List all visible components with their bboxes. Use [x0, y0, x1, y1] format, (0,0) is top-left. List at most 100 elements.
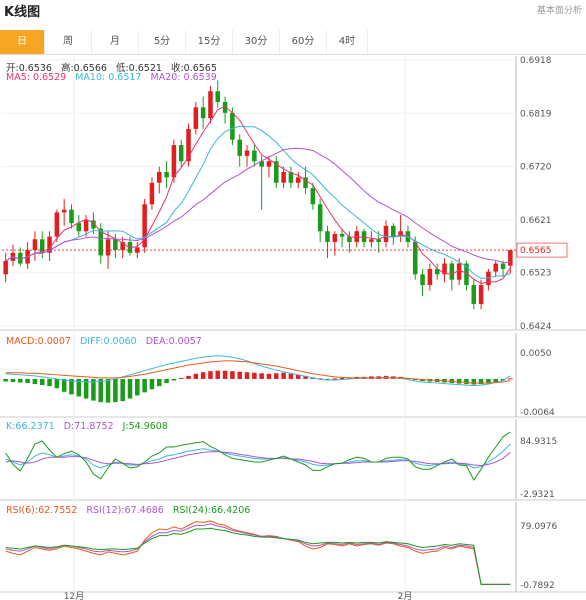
ma5-value: MA5: 0.6529: [6, 72, 67, 83]
candle-body: [164, 172, 169, 178]
rsi6-line: [5, 520, 511, 585]
candle-body: [376, 239, 381, 242]
macd-bar: [295, 374, 301, 379]
k-value: K:66.2371: [6, 421, 55, 432]
candle-body: [69, 209, 74, 224]
d-value: D:71.8752: [63, 421, 114, 432]
j-value: J:54.9608: [122, 421, 168, 432]
macd-bar: [259, 373, 264, 379]
candle-body: [83, 220, 89, 232]
tab-5min[interactable]: 5分: [139, 30, 186, 54]
macd-bar: [10, 378, 16, 383]
candle-body: [288, 172, 294, 183]
macd-bar: [25, 378, 30, 384]
candle-body: [178, 145, 184, 162]
macd-bar: [3, 378, 8, 382]
tab-15min[interactable]: 15分: [186, 30, 233, 54]
candle-body: [193, 107, 199, 129]
candle-body: [449, 263, 455, 280]
rsi6-value: RSI(6):62.7552: [6, 505, 78, 516]
candle-body: [76, 223, 82, 232]
macd-bar: [127, 378, 133, 399]
candle-body: [310, 188, 316, 205]
kdj-k-line: [5, 443, 511, 469]
macd-bar: [500, 378, 506, 381]
candle-body: [252, 150, 257, 162]
ma20-value: MA20: 0.6539: [150, 72, 217, 83]
candle-body: [208, 91, 213, 119]
macd-bar: [69, 378, 74, 395]
macd-bar: [105, 378, 111, 403]
candle-body: [222, 102, 228, 113]
y-tick-label: 0.6720: [520, 163, 552, 173]
candle-body: [171, 145, 177, 178]
candle-body: [478, 285, 484, 304]
candle-body: [493, 263, 498, 272]
macd-bar: [288, 373, 294, 379]
tab-60min[interactable]: 60分: [280, 30, 327, 54]
macd-tick-label: 0.0050: [520, 349, 552, 359]
macd-bar: [39, 378, 45, 386]
candle-body: [361, 231, 367, 242]
candle-body: [237, 139, 242, 156]
macd-bar: [208, 371, 213, 379]
fundamental-analysis-link[interactable]: 基本面分析: [536, 6, 582, 16]
macd-bar: [186, 375, 191, 379]
candle-body: [354, 231, 360, 242]
candle-body: [339, 233, 345, 237]
candle-body: [383, 225, 389, 242]
candle-body: [471, 285, 477, 304]
candle-body: [303, 177, 308, 189]
tab-day[interactable]: 日: [0, 30, 45, 54]
macd-value: MACD:0.0007: [6, 336, 71, 347]
kdj-j-line: [5, 431, 511, 481]
candle-body: [135, 247, 140, 253]
macd-bar: [113, 378, 118, 403]
candle-body: [434, 268, 440, 275]
tab-week[interactable]: 周: [45, 30, 92, 54]
candle-body: [142, 204, 147, 248]
open-value: 开:0.6536: [6, 63, 52, 74]
macd-bar: [464, 378, 469, 385]
last-price-label: 0.6565: [520, 246, 552, 256]
macd-bar: [252, 372, 257, 379]
ma10-value: MA10: 0.6517: [75, 72, 142, 83]
tab-30min[interactable]: 30分: [233, 30, 280, 54]
macd-bar: [339, 377, 345, 379]
macd-bar: [91, 378, 96, 401]
macd-bar: [32, 378, 38, 385]
candle-body: [54, 212, 60, 237]
rsi-info: RSI(6):62.7552 RSI(12):67.4686 RSI(24):6…: [6, 505, 256, 516]
macd-bar: [449, 378, 455, 384]
macd-bar: [274, 373, 279, 379]
macd-bar: [98, 378, 104, 403]
rsi12-value: RSI(12):67.4686: [86, 505, 164, 516]
macd-info: MACD:0.0007 DIFF:0.0060 DEA:0.0057: [6, 336, 208, 347]
high-value: 高:0.6566: [60, 63, 107, 74]
tab-month[interactable]: 月: [92, 30, 139, 54]
rsi24-line: [5, 527, 511, 585]
macd-bar: [244, 372, 250, 379]
candle-body: [317, 204, 323, 232]
macd-bar: [178, 377, 184, 379]
y-tick-label: 0.6424: [520, 322, 552, 332]
candle-body: [105, 239, 111, 256]
kdj-tick-label: 84.9315: [520, 437, 557, 447]
macd-bar: [332, 378, 338, 380]
candle-body: [149, 182, 155, 205]
macd-bar: [171, 378, 177, 381]
candle-body: [442, 263, 447, 275]
candle-body: [61, 209, 67, 213]
candle-body: [32, 239, 38, 251]
tab-4hour[interactable]: 4时: [327, 30, 368, 54]
macd-diff-line: [5, 355, 511, 387]
y-tick-label: 0.6621: [520, 216, 552, 226]
candle-body: [120, 242, 125, 251]
macd-bar: [54, 378, 60, 389]
macd-dea-line: [5, 360, 511, 384]
macd-bar: [237, 371, 242, 379]
candle-body: [456, 263, 462, 280]
macd-bar: [193, 373, 199, 379]
macd-bar: [135, 378, 140, 396]
